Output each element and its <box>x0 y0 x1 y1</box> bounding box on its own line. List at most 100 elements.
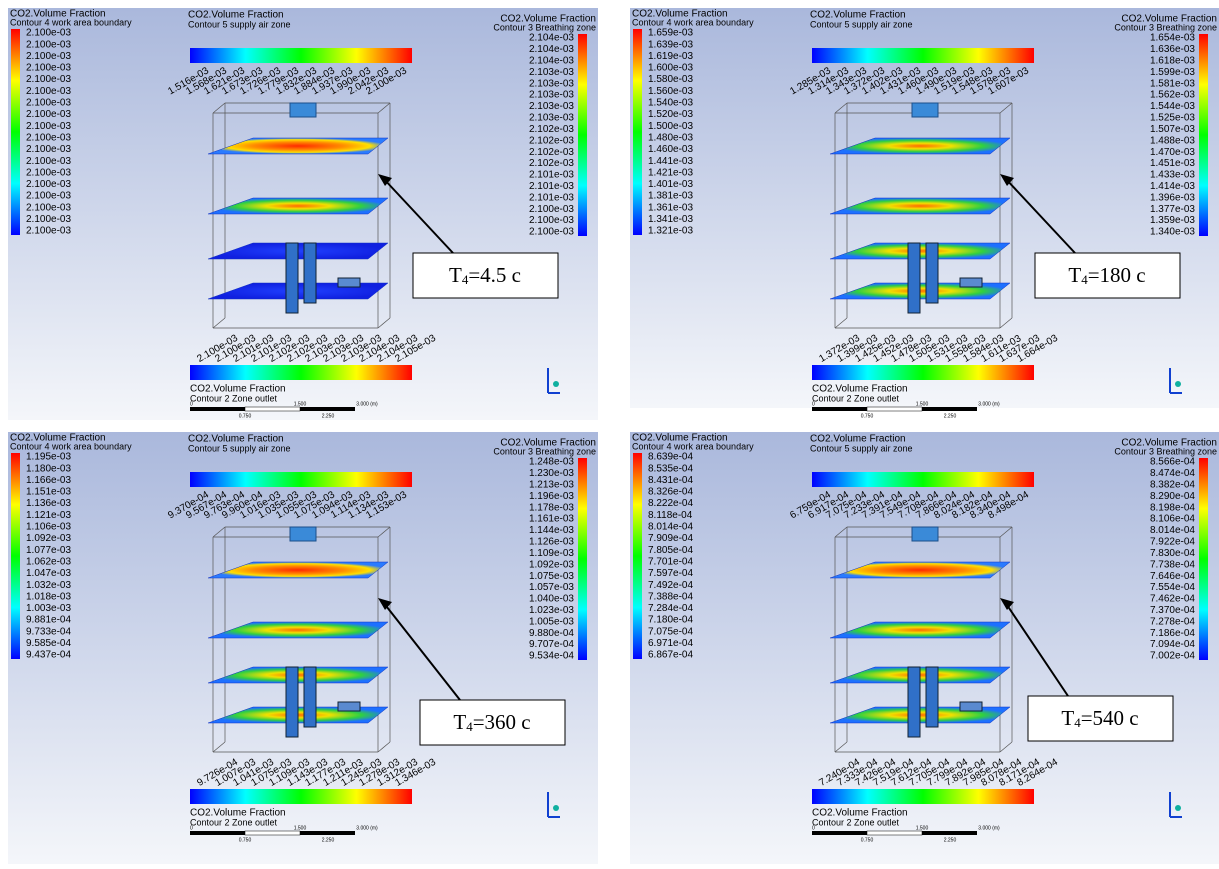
annotation-rest: =4.5 c <box>468 263 521 287</box>
colorbar <box>812 365 1034 380</box>
colorbar <box>1199 34 1208 236</box>
legend-label: 2.100e-03 <box>26 86 71 97</box>
colorbar <box>190 789 412 804</box>
supply-diffuser <box>290 103 316 117</box>
legend-label: 8.222e-04 <box>648 498 693 509</box>
scale-label: 0.750 <box>861 413 874 419</box>
legend-label: 2.103e-03 <box>529 101 574 112</box>
legend-label: 7.701e-04 <box>648 556 693 567</box>
legend-subtitle: Contour 3 Breathing zone <box>1114 446 1217 456</box>
legend-label: 1.636e-03 <box>1150 44 1195 55</box>
legend-label: 2.102e-03 <box>529 147 574 158</box>
legend-label: 1.480e-03 <box>648 132 693 143</box>
scale-bar <box>812 407 867 411</box>
legend-label: 8.290e-04 <box>1150 491 1195 502</box>
legend-label: 9.707e-04 <box>529 639 574 650</box>
legend-label: 2.104e-03 <box>529 44 574 55</box>
legend-label: 1.488e-03 <box>1150 135 1195 146</box>
legend-label: 2.100e-03 <box>26 51 71 62</box>
legend-label: 7.830e-04 <box>1150 548 1195 559</box>
scale-bar <box>300 831 355 835</box>
legend-label: 8.106e-04 <box>1150 514 1195 525</box>
legend-label: 1.196e-03 <box>529 491 574 502</box>
legend-label: 1.580e-03 <box>648 74 693 85</box>
equipment <box>960 278 982 287</box>
occupant <box>926 667 938 727</box>
annotation-rest: =540 c <box>1081 706 1139 730</box>
legend-label: 2.100e-03 <box>26 63 71 74</box>
legend-label: 1.520e-03 <box>648 109 693 120</box>
scale-label: 0 <box>812 825 815 831</box>
legend-label: 8.118e-04 <box>648 510 693 521</box>
legend-label: 1.195e-03 <box>26 452 71 463</box>
legend-label: 1.654e-03 <box>1150 33 1195 44</box>
legend-label: 8.326e-04 <box>648 487 693 498</box>
legend-label: 1.144e-03 <box>529 525 574 536</box>
colorbar <box>633 29 642 235</box>
legend-label: 1.639e-03 <box>648 39 693 50</box>
scale-bar <box>922 407 977 411</box>
legend-subtitle: Contour 4 work area boundary <box>10 441 132 451</box>
legend-subtitle: Contour 2 Zone outlet <box>190 393 278 403</box>
legend-label: 8.014e-04 <box>648 522 693 533</box>
legend-label: 9.534e-04 <box>529 651 574 662</box>
legend-label: 2.100e-03 <box>26 156 71 167</box>
legend-label: 2.101e-03 <box>529 192 574 203</box>
legend-subtitle: Contour 5 supply air zone <box>810 19 913 29</box>
legend-label: 7.646e-04 <box>1150 571 1195 582</box>
scale-bar <box>922 831 977 835</box>
scale-bar <box>245 407 300 411</box>
scale-label: 1.500 <box>294 401 307 407</box>
legend-label: 7.554e-04 <box>1150 582 1195 593</box>
panel: CO2.Volume FractionContour 4 work area b… <box>630 432 1219 864</box>
legend-subtitle: Contour 2 Zone outlet <box>812 817 900 827</box>
axis-x <box>1175 805 1181 811</box>
legend-label: 2.102e-03 <box>529 135 574 146</box>
scale-label: 0 <box>812 401 815 407</box>
legend-label: 1.562e-03 <box>1150 90 1195 101</box>
legend-label: 1.126e-03 <box>529 537 574 548</box>
legend-label: 1.525e-03 <box>1150 113 1195 124</box>
legend-label: 1.340e-03 <box>1150 227 1195 238</box>
legend-label: 2.102e-03 <box>529 158 574 169</box>
legend-label: 1.178e-03 <box>529 502 574 513</box>
legend-label: 1.057e-03 <box>529 582 574 593</box>
legend-label: 2.100e-03 <box>529 227 574 238</box>
occupant <box>304 243 316 303</box>
scale-label: 1.500 <box>916 825 929 831</box>
legend-label: 1.248e-03 <box>529 457 574 468</box>
scale-bar <box>867 407 922 411</box>
legend-subtitle: Contour 2 Zone outlet <box>190 817 278 827</box>
legend-label: 6.867e-04 <box>648 650 693 661</box>
legend-subtitle: Contour 5 supply air zone <box>188 19 291 29</box>
legend-label: 7.909e-04 <box>648 533 693 544</box>
legend-label: 8.382e-04 <box>1150 479 1195 490</box>
legend-label: 8.639e-04 <box>648 452 693 463</box>
legend-label: 7.462e-04 <box>1150 594 1195 605</box>
legend-label: 8.474e-04 <box>1150 468 1195 479</box>
legend-label: 2.100e-03 <box>26 191 71 202</box>
colorbar <box>812 48 1034 63</box>
legend-label: 1.507e-03 <box>1150 124 1195 135</box>
legend-label: 8.535e-04 <box>648 463 693 474</box>
annotation-base: T <box>1061 706 1074 730</box>
legend-label: 7.094e-04 <box>1150 639 1195 650</box>
axis-x <box>553 805 559 811</box>
legend-label: 7.186e-04 <box>1150 628 1195 639</box>
legend-label: 1.619e-03 <box>648 51 693 62</box>
legend-subtitle: Contour 4 work area boundary <box>10 17 132 27</box>
legend-label: 7.180e-04 <box>648 615 693 626</box>
scale-label: 3.000 (m) <box>978 825 1000 831</box>
scale-label: 0 <box>190 401 193 407</box>
legend-label: 8.566e-04 <box>1150 457 1195 468</box>
figure: CO2.Volume FractionContour 4 work area b… <box>0 0 1219 864</box>
annotation-rest: =360 c <box>473 710 531 734</box>
colorbar <box>190 365 412 380</box>
scale-bar <box>867 831 922 835</box>
colorbar <box>578 458 587 660</box>
scale-label: 1.500 <box>916 401 929 407</box>
scale-bar <box>812 831 867 835</box>
legend-label: 1.500e-03 <box>648 121 693 132</box>
legend-label: 2.100e-03 <box>26 121 71 132</box>
